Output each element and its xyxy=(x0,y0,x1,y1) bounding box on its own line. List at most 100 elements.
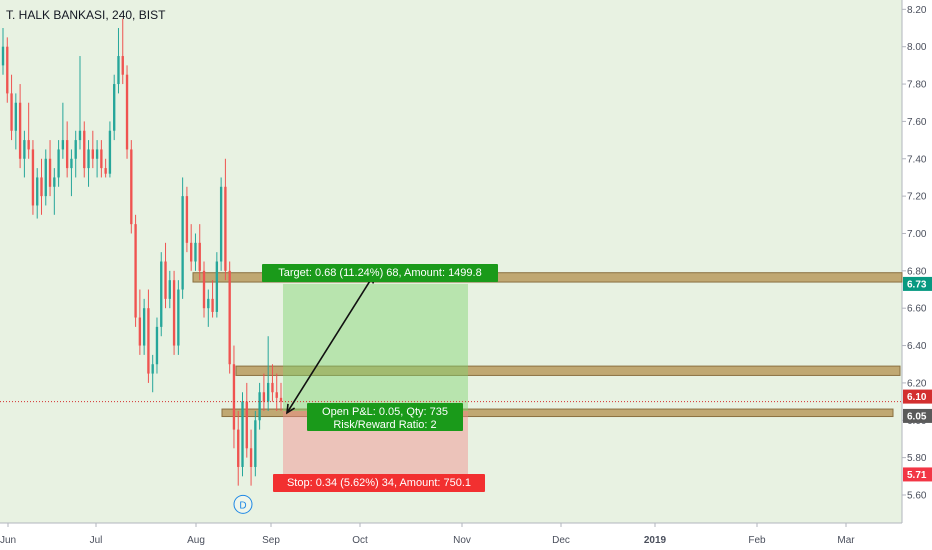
support-zone xyxy=(221,408,894,418)
pnl-label-text: Risk/Reward Ratio: 2 xyxy=(333,419,436,431)
x-ticks-layer: Jun Jul Aug Sep Oct Nov Dec 2019 Feb Mar xyxy=(0,523,855,546)
candle-body xyxy=(266,382,270,402)
info-boxes-layer: Target: 0.68 (11.24%) 68, Amount: 1499.8… xyxy=(233,264,498,514)
candle-body xyxy=(121,56,124,75)
y-tick-label: 8.20 xyxy=(907,5,927,16)
candle-body xyxy=(185,196,189,243)
candle-body xyxy=(70,158,73,169)
x-tick-label: Feb xyxy=(748,535,766,546)
candle-body xyxy=(198,242,201,271)
candle-body xyxy=(215,261,219,312)
candle-body xyxy=(31,149,35,206)
candle-body xyxy=(91,149,94,159)
candles-layer xyxy=(1,18,283,486)
y-tick-label: 5.80 xyxy=(907,453,927,464)
y-tick-label: 7.40 xyxy=(907,154,927,165)
candle-body xyxy=(224,186,227,271)
price-label-bg xyxy=(903,467,932,482)
candle-body xyxy=(36,177,39,206)
arrow-head-down xyxy=(286,403,296,415)
x-tick-label: Jun xyxy=(0,535,16,546)
candle-body xyxy=(23,140,26,159)
candle-body xyxy=(249,448,253,467)
candle-body xyxy=(130,149,133,225)
candle-body xyxy=(40,177,43,197)
candle-body xyxy=(57,149,60,178)
candle-body xyxy=(65,140,69,169)
dividend-marker-label: D xyxy=(239,500,246,511)
candle-body xyxy=(61,140,65,150)
candle-body xyxy=(78,130,82,141)
candle-body xyxy=(258,392,261,421)
candle-body xyxy=(211,298,214,312)
y-tick-label: 7.20 xyxy=(907,192,927,203)
plot-background xyxy=(0,0,902,523)
candle-body xyxy=(18,102,22,159)
candle-body xyxy=(95,149,99,159)
candle-body xyxy=(202,270,206,309)
price-axis xyxy=(902,0,932,550)
candle-body xyxy=(1,46,5,66)
dividend-marker-circle xyxy=(233,494,253,514)
candle-body xyxy=(10,93,13,131)
zones-layer xyxy=(192,272,903,418)
candle-body xyxy=(151,364,154,374)
candle-body xyxy=(113,84,116,131)
price-label-bg xyxy=(903,389,932,404)
price-label-bg xyxy=(903,276,932,291)
candle-body xyxy=(232,364,236,430)
y-tick-label: 7.00 xyxy=(907,229,927,240)
position-layer xyxy=(283,283,468,475)
y-tick-label: 6.20 xyxy=(907,378,927,389)
x-tick-label: Oct xyxy=(352,535,368,546)
candle-body xyxy=(87,149,90,169)
y-tick-label: 8.00 xyxy=(907,42,927,53)
x-tick-label: Dec xyxy=(552,535,570,546)
candle-body xyxy=(27,140,30,150)
price-label-text: 6.73 xyxy=(907,279,927,290)
candle-body xyxy=(164,261,167,299)
y-tick-label: 7.60 xyxy=(907,117,927,128)
price-label-text: 6.10 xyxy=(907,392,927,403)
candle-body xyxy=(6,46,9,94)
candle-body xyxy=(168,280,171,299)
candle-body xyxy=(194,242,197,262)
time-axis xyxy=(0,523,902,550)
candle-body xyxy=(53,177,56,187)
candle-body xyxy=(279,397,283,402)
candle-body xyxy=(160,261,163,327)
y-tick-label: 6.40 xyxy=(907,341,927,352)
candle-body xyxy=(74,140,77,159)
y-tick-label: 7.80 xyxy=(907,80,927,91)
x-tick-label: 2019 xyxy=(644,535,667,546)
x-tick-label: Aug xyxy=(187,535,205,546)
candle-body xyxy=(100,149,103,169)
stop-label-bg xyxy=(273,474,485,492)
candle-body xyxy=(48,158,52,187)
pnl-label-bg xyxy=(307,403,463,431)
candle-body xyxy=(228,270,231,365)
pnl-label-text: Open P&L: 0.05, Qty: 735 xyxy=(322,406,448,418)
chart-title: T. HALK BANKASI, 240, BIST xyxy=(6,8,166,22)
y-tick-label: 6.80 xyxy=(907,266,927,277)
candle-body xyxy=(275,392,278,398)
candle-body xyxy=(177,289,180,346)
candle-body xyxy=(44,158,47,197)
price-label-bg xyxy=(903,408,932,423)
projection-arrow-line xyxy=(286,274,375,414)
profit-zone xyxy=(283,283,468,411)
candle-body xyxy=(271,382,274,393)
candle-body xyxy=(219,186,223,262)
candle-body xyxy=(117,56,120,85)
y-tick-label: 5.60 xyxy=(907,490,927,501)
price-labels-layer: 6.73 6.10 6.05 5.71 xyxy=(903,276,932,482)
candle-body xyxy=(142,308,146,346)
candle-body xyxy=(125,74,129,150)
resistance-zone-upper xyxy=(192,272,903,283)
candle-body xyxy=(237,429,240,467)
resistance-zone-middle xyxy=(235,365,901,376)
candle-body xyxy=(241,401,244,467)
y-tick-label: 6.60 xyxy=(907,304,927,315)
candle-body xyxy=(172,280,176,346)
